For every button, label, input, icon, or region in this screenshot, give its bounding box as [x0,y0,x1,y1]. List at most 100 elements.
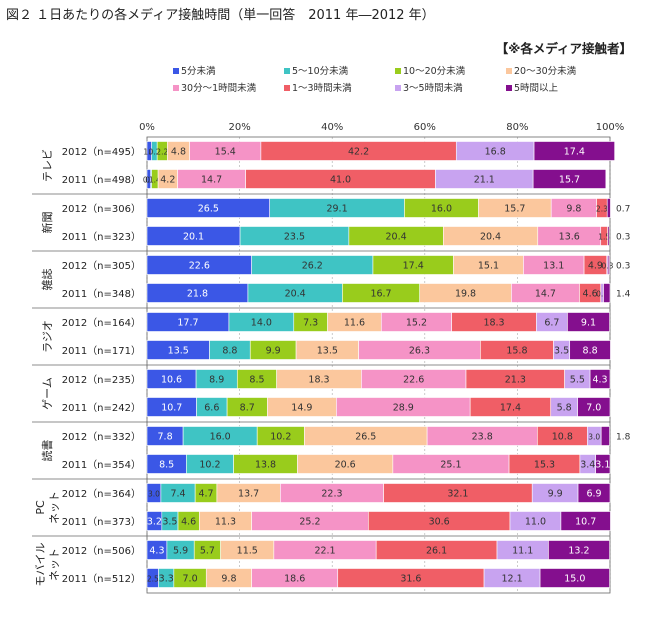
bar-segment [589,369,611,389]
row-label: 2012（n=305） [62,260,141,272]
x-tick-label: 80% [506,122,528,133]
data-label: 21.8 [187,289,208,300]
data-label: 13.2 [568,546,589,557]
data-label: 7.8 [158,432,173,443]
data-label: 7.3 [303,318,318,329]
data-label: 15.7 [559,175,580,186]
data-label: 2.5 [147,575,159,584]
data-label: 26.5 [198,204,219,215]
row-label: 2011（n=354） [62,459,141,471]
data-label: 7.0 [183,574,198,585]
data-label: 6.9 [586,489,601,500]
chart-title: 図２ １日あたりの各メディア接触時間（単一回答 2011 年―2012 年） [6,8,435,23]
data-label: 13.7 [238,489,259,500]
bar-segment [606,198,611,218]
data-label: 30.6 [429,517,450,528]
data-label: 1.0 [143,148,155,157]
data-label: 9.9 [548,489,563,500]
group-label: ネット [48,548,61,581]
data-label: 9.9 [266,346,281,357]
data-label: 41.0 [330,175,351,186]
legend-label: 5時間以上 [514,83,559,94]
data-label: 1.4 [149,176,161,185]
legend-label: 30分～1時間未満 [181,82,257,94]
data-label: 20.4 [285,289,306,300]
data-label: 11.3 [215,517,236,528]
data-label: 9.8 [566,204,581,215]
data-label: 8.5 [249,375,264,386]
data-label: 3.4 [580,460,595,471]
bar-segment [577,397,611,417]
chart-subtitle: 【※各メディア接触者】 [495,41,632,56]
data-label: 15.8 [506,346,527,357]
bar-segment [595,454,611,474]
legend-label: 5～10分未満 [292,65,349,77]
data-label: 21.1 [474,175,495,186]
data-label: 8.5 [159,460,174,471]
data-label: 26.1 [426,546,447,557]
data-label: 4.3 [149,546,164,557]
data-label: 31.6 [400,574,421,585]
data-label: 3.1 [595,460,610,471]
row-label: 2011（n=373） [62,516,141,528]
data-label: 4.7 [198,489,213,500]
bar-segment [600,426,610,446]
data-label: 4.6 [181,517,196,528]
data-label: 20.4 [386,232,407,243]
data-label: 12.1 [501,574,522,585]
data-label: 9.8 [221,574,236,585]
bar-segment [533,141,615,161]
legend-swatch [395,68,401,74]
group-label: 読書 [40,440,54,462]
row-label: 2012（n=235） [62,374,141,386]
data-label: 4.9 [588,261,603,272]
data-label: 23.5 [284,232,305,243]
data-label: 15.7 [504,204,525,215]
data-label: 0.3 [616,262,630,272]
legend-swatch [284,68,290,74]
group-label: 雑誌 [40,269,54,291]
data-label: 7.0 [586,403,601,414]
data-label: 17.4 [564,147,585,158]
data-label: 20.6 [335,460,356,471]
data-label: 5.8 [557,403,572,414]
data-label: 0.2 [145,176,157,185]
bar-segment [607,226,610,246]
legend-label: 10～20分未満 [403,65,466,77]
data-label: 3.2 [147,517,162,528]
x-tick-label: 40% [321,122,343,133]
data-label: 14.0 [251,318,272,329]
data-label: 5.5 [570,375,585,386]
data-label: 3.5 [162,517,177,528]
data-label: 22.6 [189,261,210,272]
data-label: 2.3 [596,205,608,214]
data-label: 15.1 [478,261,499,272]
x-tick-label: 60% [414,122,436,133]
x-tick-label: 100% [596,122,625,133]
data-label: 1.4 [616,290,631,300]
group-label: ラジオ [41,320,54,353]
group-label: ネット [48,491,61,524]
data-label: 22.3 [321,489,342,500]
bar-segment [532,169,607,189]
bar-segment [560,511,611,531]
row-label: 2011（n=512） [62,573,141,585]
data-label: 15.0 [564,574,585,585]
bar-segment [603,283,611,303]
data-label: 18.3 [483,318,504,329]
data-label: 10.7 [161,403,182,414]
data-label: 16.7 [370,289,391,300]
row-label: 2012（n=164） [62,317,141,329]
data-label: 28.9 [393,403,414,414]
group-label: モバイル [34,543,47,587]
data-label: 10.2 [270,432,291,443]
data-label: 4.8 [171,147,186,158]
data-label: 22.6 [403,375,424,386]
data-label: 10.8 [552,432,573,443]
data-label: 0.3 [616,233,630,243]
data-label: 10.2 [199,460,220,471]
data-label: 19.8 [455,289,476,300]
data-label: 5.7 [200,546,215,557]
data-label: 11.1 [512,546,533,557]
